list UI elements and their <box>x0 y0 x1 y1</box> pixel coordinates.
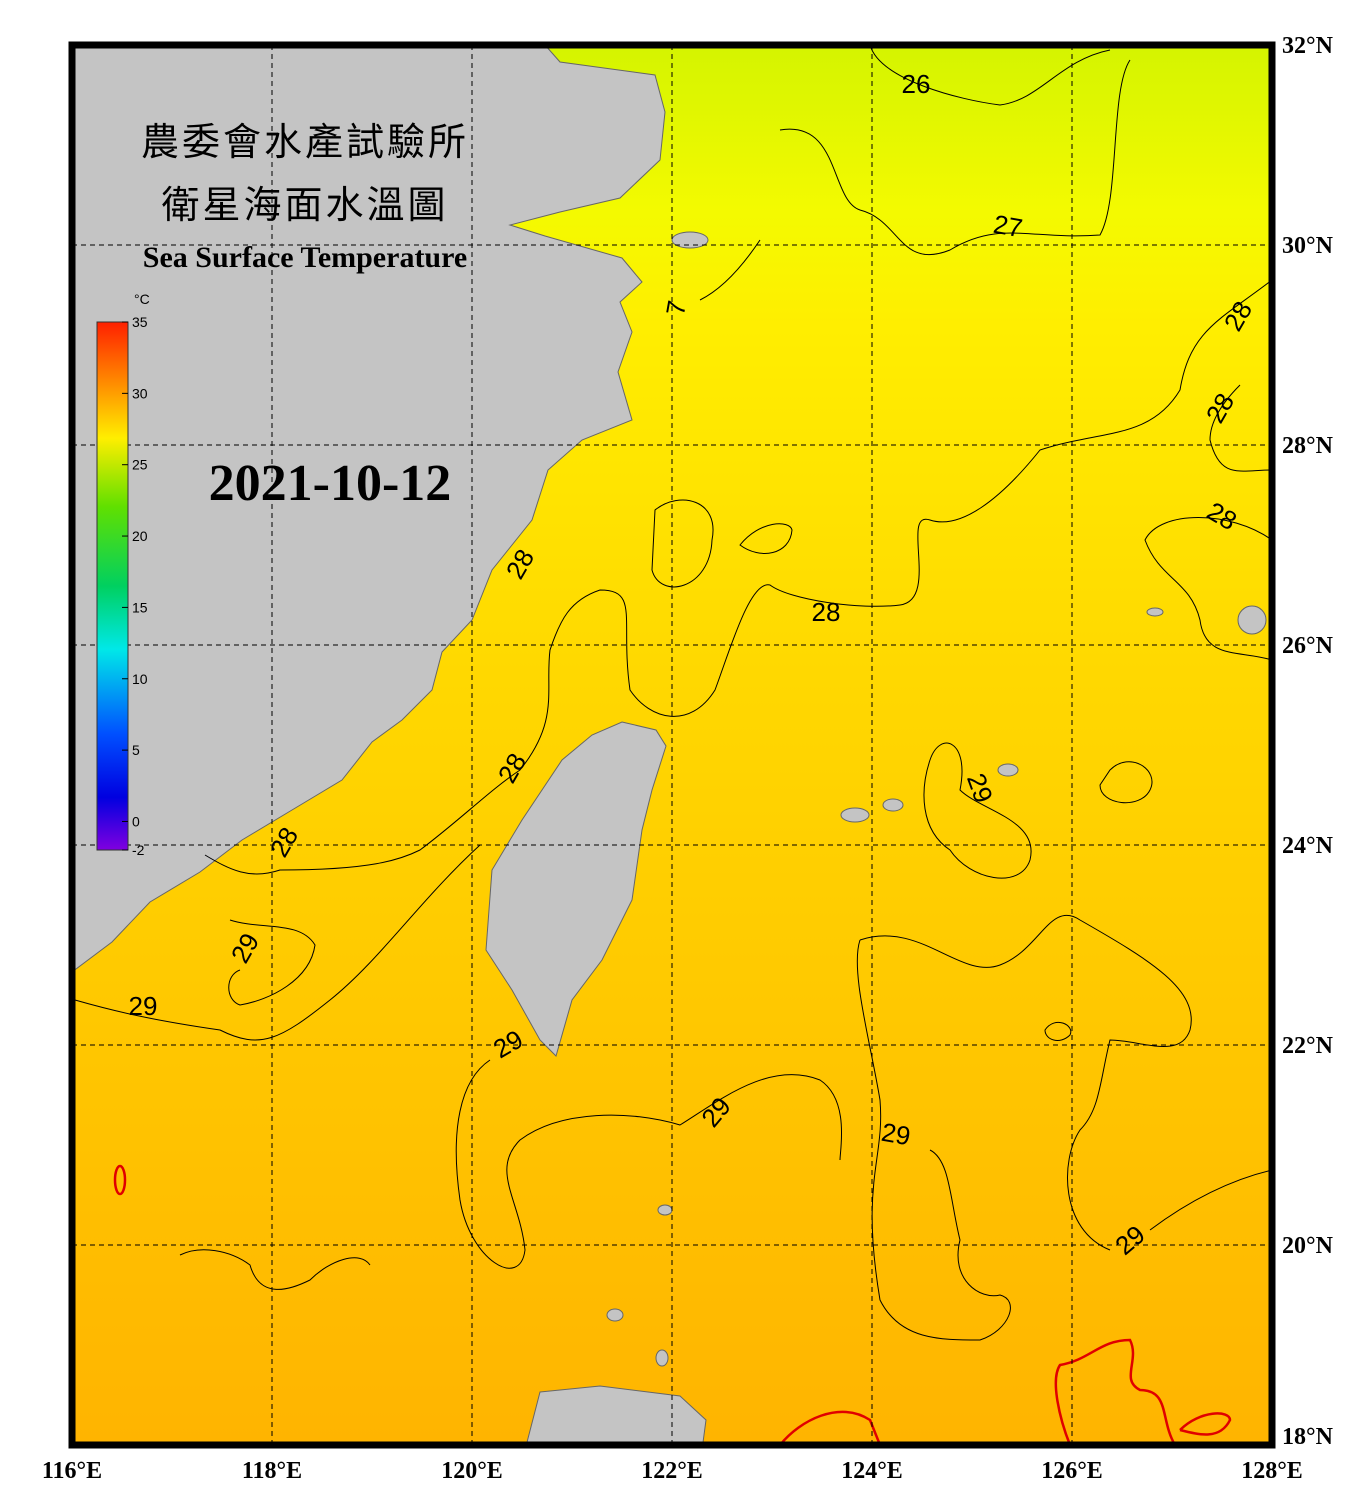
contour-label: 29 <box>129 991 158 1021</box>
lon-label: 120°E <box>441 1458 503 1484</box>
colorbar-tick-label: 35 <box>132 314 148 330</box>
contour-lines <box>74 45 1272 1341</box>
colorbar-tick-label: 5 <box>132 742 140 758</box>
contour-label: 7 <box>660 298 692 317</box>
lon-label: 128°E <box>1241 1458 1303 1484</box>
lat-label: 32°N <box>1282 33 1334 59</box>
colorbar-tick-label: 25 <box>132 457 148 473</box>
colorbar <box>96 321 129 851</box>
lat-label: 28°N <box>1282 433 1334 459</box>
lon-label: 118°E <box>242 1458 302 1484</box>
taiwan-land <box>485 721 667 1057</box>
luzon-land <box>525 1385 707 1445</box>
graticule <box>72 45 1272 1445</box>
date: 2021-10-12 <box>209 455 452 512</box>
colorbar-tick-label: 10 <box>132 671 148 687</box>
lat-label: 18°N <box>1282 1424 1334 1450</box>
lon-label: 122°E <box>641 1458 703 1484</box>
lon-label: 116°E <box>42 1458 102 1484</box>
colorbar-unit: °C <box>134 291 150 307</box>
colorbar-ticks: 35 30 25 20 15 10 5 0 -2 <box>122 314 148 858</box>
colorbar-tick-label: 0 <box>132 813 140 829</box>
china-land <box>72 45 666 973</box>
colorbar-tick-label: 20 <box>132 528 148 544</box>
lon-label: 124°E <box>841 1458 903 1484</box>
frame <box>68 41 1276 1449</box>
contour-label: 29 <box>879 1117 913 1152</box>
colorbar-tick-label: -2 <box>132 842 145 858</box>
lat-label: 24°N <box>1282 833 1334 859</box>
contour-label: 26 <box>902 69 931 99</box>
axis-labels: 116°E 118°E 120°E 122°E 124°E 126°E 128°E 32°N 3… <box>42 33 1334 1484</box>
lon-label: 126°E <box>1041 1458 1103 1484</box>
contour-label: 27 <box>991 209 1025 244</box>
lat-label: 30°N <box>1282 233 1334 259</box>
islands <box>606 231 1267 1367</box>
contour-label: 28 <box>812 597 841 627</box>
lat-label: 26°N <box>1282 633 1334 659</box>
contour-lines-30 <box>113 1164 1232 1445</box>
title-en: Sea Surface Temperature <box>143 241 467 274</box>
lat-label: 20°N <box>1282 1233 1334 1259</box>
lat-label: 22°N <box>1282 1033 1334 1059</box>
colorbar-tick-label: 30 <box>132 385 148 401</box>
title-zh-2: 衛星海面水溫圖 <box>161 183 448 227</box>
colorbar-tick-label: 15 <box>132 599 148 615</box>
title-zh-1: 農委會水產試驗所 <box>141 120 469 164</box>
